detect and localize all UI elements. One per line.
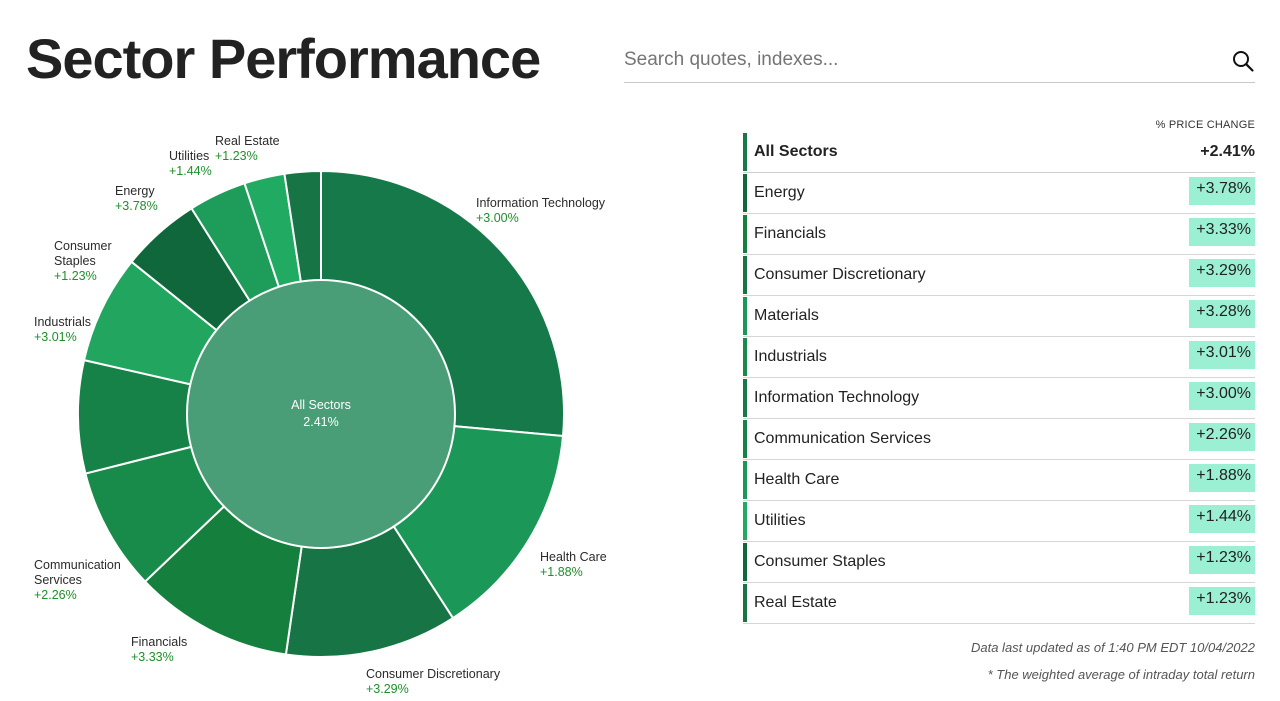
row-value: +2.26% <box>1189 423 1255 451</box>
table-row[interactable]: Information Technology +3.00% <box>743 378 1255 419</box>
row-value: +1.88% <box>1189 464 1255 492</box>
slice-value-label: +1.23% <box>54 269 97 283</box>
row-label: Real Estate <box>754 594 837 611</box>
center-circle[interactable] <box>186 279 456 549</box>
slice-name-label: Industrials <box>34 315 91 329</box>
table-row[interactable]: Energy +3.78% <box>743 173 1255 214</box>
search-input[interactable] <box>624 40 1214 80</box>
row-value: +3.28% <box>1189 300 1255 328</box>
row-label: Communication Services <box>754 430 931 447</box>
table-row[interactable]: Real Estate +1.23% <box>743 583 1255 624</box>
table-row[interactable]: Industrials +3.01% <box>743 337 1255 378</box>
row-label: Information Technology <box>754 389 920 406</box>
row-label: All Sectors <box>754 143 838 160</box>
row-label: Utilities <box>754 512 806 529</box>
row-label: Energy <box>754 184 805 201</box>
search-bar <box>624 40 1255 83</box>
row-value: +2.41% <box>1200 143 1255 160</box>
slice-value-label: +2.26% <box>34 588 77 602</box>
table-row-all-sectors[interactable]: All Sectors +2.41% <box>743 132 1255 173</box>
slice-name-label: Consumer Discretionary <box>366 667 501 681</box>
slice-value-label: +1.88% <box>540 565 583 579</box>
row-value: +1.23% <box>1189 546 1255 574</box>
row-label: Consumer Staples <box>754 553 886 570</box>
slice-value-label: +1.44% <box>169 164 212 178</box>
slice-name-label: Consumer Staples <box>54 239 112 268</box>
table-row[interactable]: Materials +3.28% <box>743 296 1255 337</box>
slice-value-label: +1.23% <box>215 149 258 163</box>
slice-value-label: +3.01% <box>34 330 77 344</box>
table-row[interactable]: Communication Services +2.26% <box>743 419 1255 460</box>
page-title: Sector Performance <box>26 27 541 90</box>
row-value: +3.29% <box>1189 259 1255 287</box>
center-label: All Sectors <box>291 398 351 412</box>
row-value: +1.44% <box>1189 505 1255 533</box>
search-icon[interactable] <box>1231 49 1255 73</box>
row-label: Industrials <box>754 348 827 365</box>
slice-value-label: +3.00% <box>476 211 519 225</box>
table-row[interactable]: Consumer Discretionary +3.29% <box>743 255 1255 296</box>
row-label: Health Care <box>754 471 840 488</box>
row-label: Financials <box>754 225 827 242</box>
table-row[interactable]: Health Care +1.88% <box>743 460 1255 501</box>
slice-name-label: Utilities <box>169 149 209 163</box>
footnote-method: * The weighted average of intraday total… <box>987 667 1255 682</box>
center-value: 2.41% <box>303 415 338 429</box>
row-label: Consumer Discretionary <box>754 266 926 283</box>
table-row[interactable]: Utilities +1.44% <box>743 501 1255 542</box>
footnote-updated: Data last updated as of 1:40 PM EDT 10/0… <box>970 640 1255 655</box>
row-value: +3.33% <box>1189 218 1255 246</box>
row-value: +1.23% <box>1189 587 1255 615</box>
row-value: +3.78% <box>1189 177 1255 205</box>
table-row[interactable]: Consumer Staples +1.23% <box>743 542 1255 583</box>
row-value: +3.00% <box>1189 382 1255 410</box>
slice-value-label: +3.29% <box>366 682 409 696</box>
slice-name-label: Energy <box>115 184 155 198</box>
row-label: Materials <box>754 307 819 324</box>
slice-value-label: +3.33% <box>131 650 174 664</box>
slice-name-label: Real Estate <box>215 134 280 148</box>
slice-value-label: +3.78% <box>115 199 158 213</box>
sector-table: % PRICE CHANGE All Sectors +2.41% Energy… <box>743 110 1255 682</box>
row-value: +3.01% <box>1189 341 1255 369</box>
slice-name-label: Information Technology <box>476 196 606 210</box>
table-row[interactable]: Financials +3.33% <box>743 214 1255 255</box>
slice-name-label: Health Care <box>540 550 607 564</box>
column-header-price-change: % PRICE CHANGE <box>1155 119 1255 131</box>
slice-name-label: Financials <box>131 635 187 649</box>
slice-name-label: Communication Services <box>34 558 121 587</box>
